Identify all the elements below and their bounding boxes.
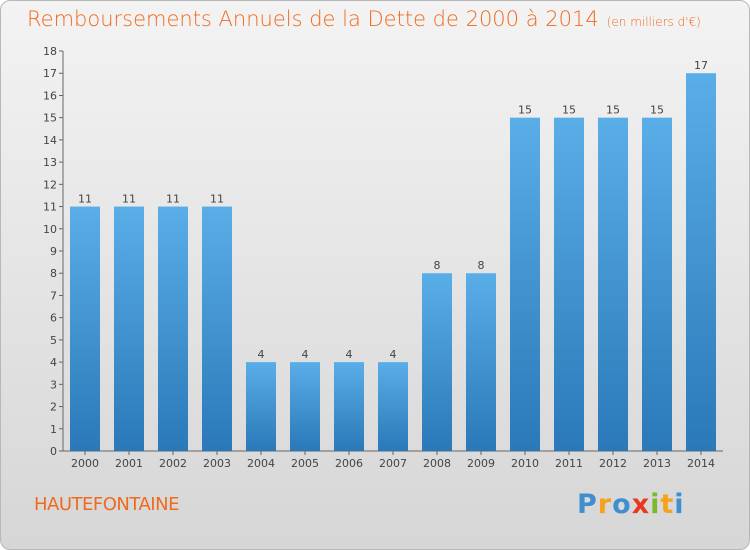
x-tick-label: 2001 [115, 457, 143, 470]
x-tick-label: 2002 [159, 457, 187, 470]
data-label: 11 [78, 193, 92, 206]
y-tick-label: 18 [43, 45, 57, 58]
data-label: 8 [478, 259, 485, 272]
x-tick-label: 2006 [335, 457, 363, 470]
data-label: 15 [650, 104, 664, 117]
y-tick-label: 12 [43, 178, 57, 191]
x-tick-label: 2010 [511, 457, 539, 470]
logo-letter: i [674, 489, 685, 520]
data-label: 4 [258, 348, 265, 361]
chart-unit: (en milliers d'€) [606, 15, 701, 29]
data-label: 4 [302, 348, 309, 361]
data-label: 4 [390, 348, 397, 361]
y-tick-label: 9 [50, 245, 57, 258]
data-label: 4 [346, 348, 353, 361]
y-tick-label: 4 [50, 356, 57, 369]
y-tick-label: 2 [50, 401, 57, 414]
logo-letter: i [650, 489, 661, 520]
x-tick-label: 2007 [379, 457, 407, 470]
logo-letter: r [597, 489, 613, 520]
bar [510, 117, 540, 452]
y-tick-label: 6 [50, 312, 57, 325]
bar [202, 206, 232, 451]
chart-title: Remboursements Annuels de la Dette de 20… [27, 7, 701, 31]
bar [290, 362, 320, 451]
x-tick-label: 2014 [687, 457, 715, 470]
bar [378, 362, 408, 451]
y-tick-label: 3 [50, 378, 57, 391]
data-label: 15 [562, 104, 576, 117]
bar [334, 362, 364, 451]
bar [158, 206, 188, 451]
chart-title-text: Remboursements Annuels de la Dette de 20… [27, 7, 599, 31]
y-tick-label: 16 [43, 89, 57, 102]
y-tick-label: 13 [43, 156, 57, 169]
data-label: 17 [694, 59, 708, 72]
logo-letter: P [577, 489, 598, 520]
data-label: 15 [518, 104, 532, 117]
bar [686, 73, 716, 451]
proxiti-logo[interactable]: Proxiti [577, 489, 685, 520]
x-tick-label: 2011 [555, 457, 583, 470]
logo-letter: t [660, 489, 675, 520]
bar [466, 273, 496, 451]
y-tick-label: 5 [50, 334, 57, 347]
y-tick-label: 7 [50, 289, 57, 302]
commune-name: HAUTEFONTAINE [34, 494, 179, 515]
x-tick-label: 2009 [467, 457, 495, 470]
data-label: 15 [606, 104, 620, 117]
x-tick-label: 2008 [423, 457, 451, 470]
bar [114, 206, 144, 451]
y-tick-label: 0 [50, 445, 57, 458]
bar [70, 206, 100, 451]
x-tick-label: 2003 [203, 457, 231, 470]
bar [422, 273, 452, 451]
data-label: 8 [434, 259, 441, 272]
bar [642, 117, 672, 452]
data-label: 11 [122, 193, 136, 206]
x-tick-label: 2013 [643, 457, 671, 470]
bar [246, 362, 276, 451]
data-label: 11 [210, 193, 224, 206]
x-tick-label: 2004 [247, 457, 275, 470]
y-tick-label: 8 [50, 267, 57, 280]
logo-letter: o [612, 489, 632, 520]
y-tick-label: 17 [43, 67, 57, 80]
y-tick-label: 11 [43, 201, 57, 214]
bar [598, 117, 628, 452]
y-tick-label: 15 [43, 112, 57, 125]
x-tick-label: 2012 [599, 457, 627, 470]
data-label: 11 [166, 193, 180, 206]
logo-letter: x [631, 489, 651, 520]
x-tick-label: 2005 [291, 457, 319, 470]
y-tick-label: 1 [50, 423, 57, 436]
x-tick-label: 2000 [71, 457, 99, 470]
y-tick-label: 10 [43, 223, 57, 236]
bar [554, 117, 584, 452]
y-tick-label: 14 [43, 134, 57, 147]
